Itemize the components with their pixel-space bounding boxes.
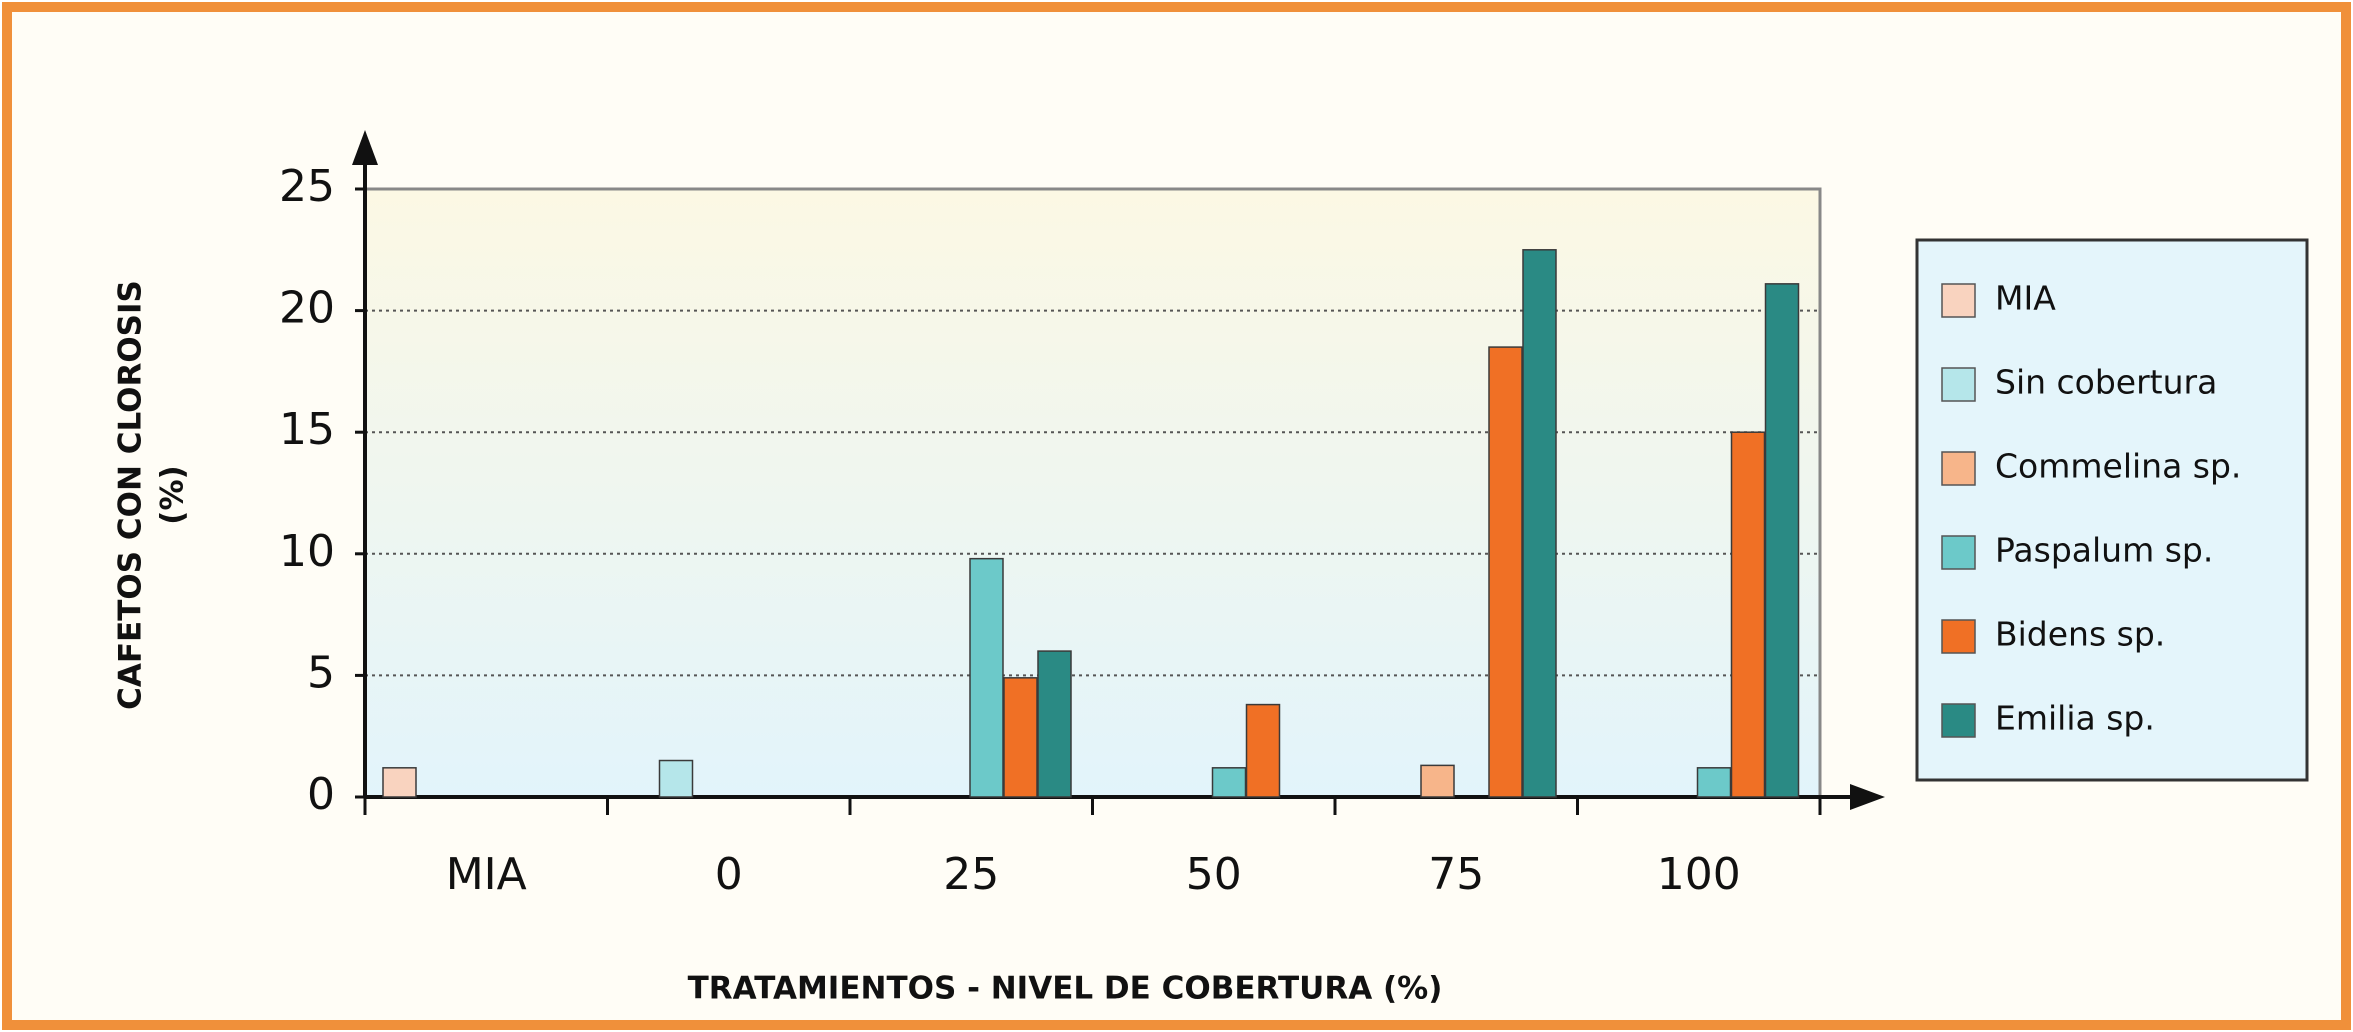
bar [1003,677,1038,798]
legend-swatch [1941,451,1976,486]
y-tick-label: 25 [279,161,335,212]
y-axis-label-line: (%) [155,465,191,524]
x-tick-label: 75 [1428,849,1484,900]
x-tick-label: MIA [446,849,527,900]
x-tick-label: 50 [1186,849,1242,900]
bar [1245,703,1281,798]
y-axis-label: CAFETOS CON CLOROSIS (%) [113,280,191,710]
bar [1037,650,1072,798]
bar [1488,346,1523,798]
y-axis-arrow [352,130,378,165]
x-axis-label: TRATAMIENTOS - NIVEL DE COBERTURA (%) [688,971,1443,1007]
x-axis-arrow [1850,784,1885,810]
bar [1420,764,1455,798]
bar [382,767,417,798]
x-tick-label: 25 [943,849,999,900]
y-tick-label: 20 [279,283,335,334]
bar [658,759,694,798]
legend-label: Commelina sp. [1995,447,2241,486]
x-tick-label: 0 [715,849,743,900]
legend-swatch [1941,367,1976,402]
bar [1211,767,1247,798]
y-tick-label: 5 [307,647,335,698]
bar [1522,249,1557,798]
legend-swatch [1941,283,1976,318]
y-axis-label-line: CAFETOS CON CLOROSIS [113,280,149,710]
legend-label: Sin cobertura [1995,363,2217,402]
y-tick-label: 15 [279,404,335,455]
bar [1696,767,1732,798]
legend-label: Bidens sp. [1995,615,2165,654]
legend-swatch [1941,703,1976,738]
legend-label: Emilia sp. [1995,699,2155,738]
legend-box [1915,238,2309,782]
legend-swatch [1941,619,1976,654]
plot-area [363,187,1822,799]
x-tick-label: 100 [1657,849,1741,900]
y-tick-label: 10 [279,526,335,577]
bar [969,557,1004,798]
bar [1764,283,1800,798]
bar [1730,431,1766,798]
legend-label: MIA [1995,279,2056,318]
legend-label: Paspalum sp. [1995,531,2213,570]
y-tick-label: 0 [307,769,335,820]
legend-swatch [1941,535,1976,570]
